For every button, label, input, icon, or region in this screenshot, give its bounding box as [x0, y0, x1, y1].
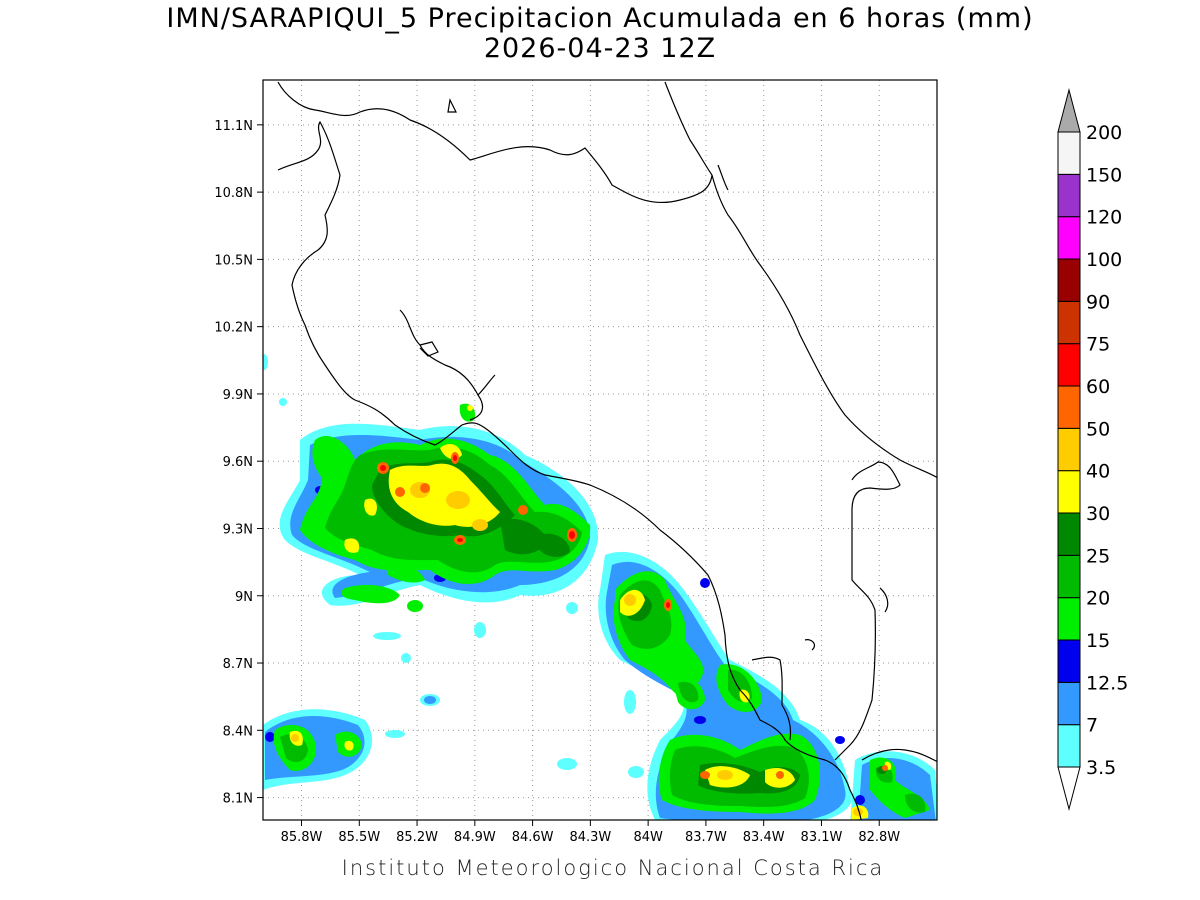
- lon-tick-label: 85.5W: [338, 830, 380, 845]
- colorbar-swatch: [1057, 724, 1081, 768]
- colorbar-label: 75: [1086, 334, 1110, 356]
- colorbar-swatch: [1057, 470, 1081, 514]
- lat-tick-label: 8.7N: [223, 657, 253, 672]
- lon-tick-label: 84.9W: [454, 830, 496, 845]
- colorbar-label: 40: [1086, 461, 1110, 483]
- lon-tick-label: 83.1W: [801, 830, 843, 845]
- lon-tick-label: 83.7W: [685, 830, 727, 845]
- colorbar-label: 90: [1086, 291, 1110, 313]
- lat-tick-label: 10.5N: [214, 253, 253, 268]
- lat-tick-label: 9.9N: [223, 388, 253, 403]
- colorbar: 3.5 7 12.5 15 20 25 30 40 50 60 75 90 100 120 150 200: [1057, 88, 1128, 811]
- colorbar-label: 120: [1086, 207, 1122, 229]
- colorbar-swatch: [1057, 427, 1081, 472]
- colorbar-label: 7: [1086, 715, 1098, 737]
- colorbar-under-arrow: [1057, 766, 1081, 811]
- colorbar-label: 15: [1086, 630, 1110, 652]
- lat-tick-label: 8.1N: [223, 792, 253, 807]
- colorbar-label: 20: [1086, 588, 1110, 610]
- lon-tick-label: 84.3W: [569, 830, 611, 845]
- colorbar-swatch: [1057, 597, 1081, 641]
- colorbar-swatch: [1057, 258, 1081, 302]
- colorbar-label: 200: [1086, 122, 1122, 144]
- colorbar-swatch: [1057, 300, 1081, 345]
- colorbar-swatch: [1057, 681, 1081, 726]
- lat-tick-label: 11.1N: [214, 119, 253, 134]
- colorbar-label: 30: [1086, 503, 1110, 525]
- lon-tick-label: 84.6W: [512, 830, 554, 845]
- lon-tick-label: 85.2W: [396, 830, 438, 845]
- map-footer: Instituto Meteorologico Nacional Costa R…: [341, 856, 885, 880]
- colorbar-swatch: [1057, 554, 1081, 599]
- colorbar-swatch: [1057, 639, 1081, 683]
- colorbar-swatch: [1057, 385, 1081, 429]
- lon-tick-label: 83.4W: [743, 830, 785, 845]
- colorbar-label: 3.5: [1086, 757, 1116, 779]
- colorbar-over-arrow: [1057, 88, 1081, 133]
- colorbar-label: 50: [1086, 418, 1110, 440]
- lat-tick-label: 9N: [235, 590, 253, 605]
- colorbar-label: 100: [1086, 249, 1122, 271]
- precipitation-field: [263, 354, 937, 820]
- colorbar-label: 150: [1086, 164, 1122, 186]
- colorbar-swatch: [1057, 173, 1081, 218]
- lon-tick-label: 84W: [633, 830, 663, 845]
- colorbar-label: 60: [1086, 376, 1110, 398]
- map-subtitle: 2026-04-23 12Z: [483, 33, 717, 64]
- colorbar-swatch: [1057, 343, 1081, 387]
- lat-tick-label: 9.3N: [223, 522, 253, 537]
- map-frame: [262, 79, 938, 821]
- map-title: IMN/SARAPIQUI_5 Precipitacion Acumulada …: [166, 3, 1034, 34]
- coastlines: [277, 81, 937, 820]
- colorbar-swatch: [1057, 512, 1081, 556]
- colorbar-label: 25: [1086, 545, 1110, 567]
- lon-tick-label: 82.8W: [858, 830, 900, 845]
- lat-tick-label: 10.8N: [214, 186, 253, 201]
- lat-tick-label: 9.6N: [223, 455, 253, 470]
- axis-ticks: 85.8W 85.5W 85.2W 84.9W 84.6W 84.3W 84W 83.7W 83…: [214, 119, 900, 845]
- colorbar-swatch: [1057, 216, 1081, 260]
- colorbar-swatch: [1057, 131, 1081, 175]
- lon-tick-label: 85.8W: [281, 830, 323, 845]
- colorbar-label: 12.5: [1086, 672, 1128, 694]
- lat-tick-label: 8.4N: [223, 724, 253, 739]
- lat-tick-label: 10.2N: [214, 321, 253, 336]
